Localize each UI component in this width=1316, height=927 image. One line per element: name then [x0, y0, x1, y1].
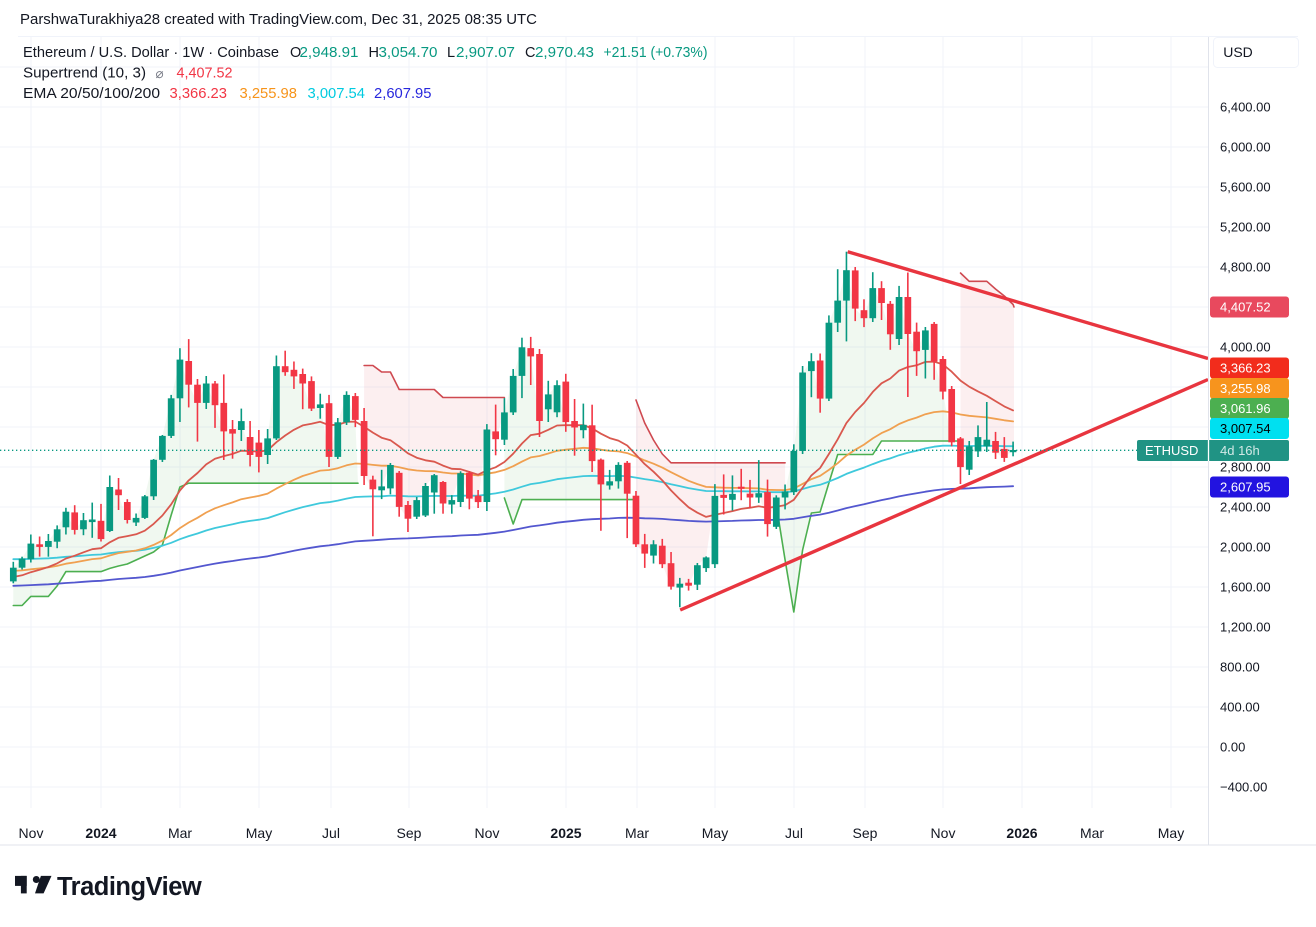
svg-text:4,800.00: 4,800.00 [1220, 260, 1271, 275]
svg-text:1,600.00: 1,600.00 [1220, 580, 1271, 595]
svg-text:O: O [290, 45, 301, 61]
svg-text:4,407.52: 4,407.52 [177, 66, 233, 82]
svg-text:+21.51 (+0.73%): +21.51 (+0.73%) [604, 45, 708, 61]
svg-text:3,061.96: 3,061.96 [1220, 401, 1271, 416]
svg-text:−400.00: −400.00 [1220, 780, 1267, 795]
svg-text:800.00: 800.00 [1220, 660, 1260, 675]
svg-text:Nov: Nov [19, 825, 44, 841]
svg-text:2,000.00: 2,000.00 [1220, 540, 1271, 555]
svg-text:2025: 2025 [550, 825, 581, 841]
svg-text:Sep: Sep [853, 825, 878, 841]
svg-text:2,607.95: 2,607.95 [374, 86, 432, 102]
svg-text:C: C [525, 45, 535, 61]
svg-text:Supertrend (10, 3): Supertrend (10, 3) [23, 66, 146, 82]
svg-text:2,400.00: 2,400.00 [1220, 500, 1271, 515]
svg-text:5,200.00: 5,200.00 [1220, 220, 1271, 235]
svg-text:6,400.00: 6,400.00 [1220, 100, 1271, 115]
svg-text:3,007.54: 3,007.54 [308, 86, 366, 102]
svg-text:TradingView: TradingView [57, 873, 202, 901]
svg-text:4,407.52: 4,407.52 [1220, 300, 1271, 315]
svg-text:2,970.43: 2,970.43 [535, 45, 594, 61]
svg-text:Mar: Mar [168, 825, 192, 841]
svg-text:3,255.98: 3,255.98 [1220, 381, 1271, 396]
svg-text:1,200.00: 1,200.00 [1220, 620, 1271, 635]
svg-text:ETHUSD: ETHUSD [1145, 443, 1198, 458]
svg-text:2,948.91: 2,948.91 [300, 45, 359, 61]
svg-text:L: L [447, 45, 455, 61]
svg-text:6,000.00: 6,000.00 [1220, 140, 1271, 155]
svg-text:Jul: Jul [322, 825, 340, 841]
svg-text:2,607.95: 2,607.95 [1220, 480, 1271, 495]
svg-text:Mar: Mar [625, 825, 649, 841]
svg-text:2,907.07: 2,907.07 [456, 45, 515, 61]
svg-text:400.00: 400.00 [1220, 700, 1260, 715]
svg-text:May: May [246, 825, 272, 841]
svg-text:3,366.23: 3,366.23 [1220, 361, 1271, 376]
svg-text:4,000.00: 4,000.00 [1220, 340, 1271, 355]
svg-text:Nov: Nov [475, 825, 500, 841]
svg-text:2026: 2026 [1006, 825, 1037, 841]
svg-text:Ethereum / U.S. Dollar · 1W ·: Ethereum / U.S. Dollar · 1W · Coinbase [23, 45, 279, 61]
svg-text:3,366.23: 3,366.23 [170, 86, 228, 102]
svg-text:Nov: Nov [931, 825, 956, 841]
svg-text:3,007.54: 3,007.54 [1220, 421, 1271, 436]
svg-text:H: H [369, 45, 379, 61]
svg-text:2,800.00: 2,800.00 [1220, 460, 1271, 475]
svg-text:EMA 20/50/100/200: EMA 20/50/100/200 [23, 86, 160, 102]
svg-text:USD: USD [1223, 44, 1253, 60]
svg-text:Jul: Jul [785, 825, 803, 841]
svg-text:3,054.70: 3,054.70 [379, 45, 438, 61]
svg-text:3,255.98: 3,255.98 [240, 86, 298, 102]
svg-text:2024: 2024 [85, 825, 116, 841]
svg-text:Mar: Mar [1080, 825, 1104, 841]
svg-text:0.00: 0.00 [1220, 740, 1245, 755]
svg-text:May: May [1158, 825, 1184, 841]
svg-text:4d 16h: 4d 16h [1220, 443, 1260, 458]
svg-text:ParshwaTurakhiya28 created wit: ParshwaTurakhiya28 created with TradingV… [20, 11, 537, 28]
svg-text:5,600.00: 5,600.00 [1220, 180, 1271, 195]
svg-text:Sep: Sep [397, 825, 422, 841]
svg-text:⌀: ⌀ [156, 66, 164, 81]
svg-text:May: May [702, 825, 728, 841]
